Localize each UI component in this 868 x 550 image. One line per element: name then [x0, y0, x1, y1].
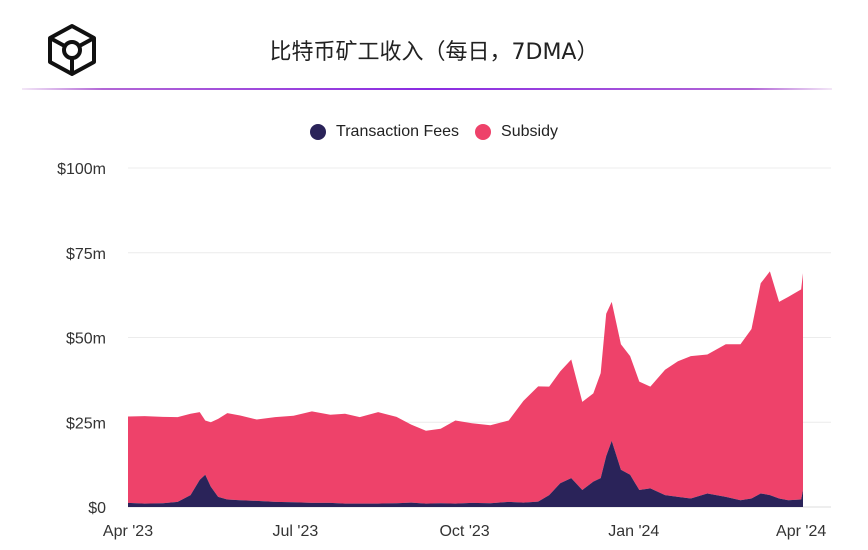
- legend-label-fees: Transaction Fees: [336, 123, 460, 140]
- fees-area: [128, 440, 803, 507]
- y-tick-label: $75m: [66, 246, 106, 263]
- header-divider: [22, 88, 832, 90]
- subsidy-swatch: [475, 124, 492, 140]
- chart-title: 比特币矿工收入（每日，7DMA）: [269, 40, 599, 65]
- x-tick-label: Apr '23: [103, 523, 153, 540]
- x-tick-label: Jan '24: [608, 523, 659, 540]
- x-axis-ticks: Apr '23 Jul '23 Oct '23 Jan '24 Apr '24: [103, 523, 826, 540]
- x-tick-label: Jul '23: [272, 523, 318, 540]
- header: 比特币矿工收入（每日，7DMA）: [0, 0, 868, 92]
- chart-legend: Transaction Fees Subsidy: [0, 120, 868, 144]
- legend-label-subsidy: Subsidy: [501, 123, 558, 140]
- area-chart: $0 $25m $50m $75m $100m Apr '23 Jul '23 Oct '2…: [57, 161, 831, 540]
- area-series: [128, 271, 803, 507]
- y-axis-ticks: $0 $25m $50m $75m $100m: [57, 161, 106, 517]
- y-tick-label: $100m: [57, 161, 106, 178]
- subsidy-area: [128, 271, 803, 504]
- x-tick-label: Apr '24: [776, 523, 826, 540]
- y-tick-label: $50m: [66, 331, 106, 348]
- fees-swatch: [310, 124, 327, 140]
- x-tick-label: Oct '23: [439, 523, 489, 540]
- cube-logo-icon: [48, 24, 96, 76]
- legend-item-subsidy[interactable]: Subsidy: [475, 123, 558, 141]
- legend-item-fees[interactable]: Transaction Fees: [310, 123, 459, 141]
- y-tick-label: $25m: [66, 415, 106, 432]
- y-tick-label: $0: [88, 500, 106, 517]
